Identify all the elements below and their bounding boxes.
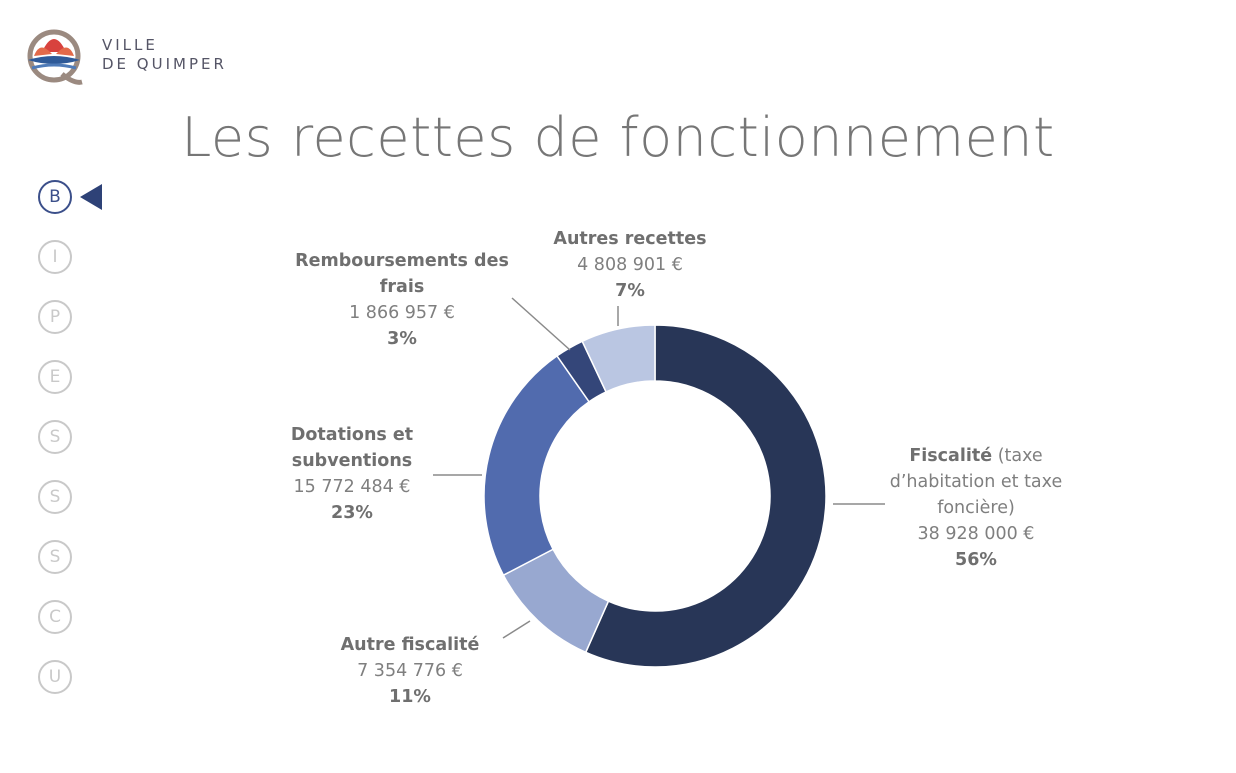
nav-item-s-6[interactable]: S bbox=[38, 480, 72, 514]
active-section-pointer-icon bbox=[80, 184, 102, 210]
nav-item-b-1[interactable]: B bbox=[38, 180, 72, 214]
slice-percent-label: 23% bbox=[331, 503, 373, 523]
donut-slice-5 bbox=[581, 324, 656, 393]
quimper-emblem-icon bbox=[27, 29, 83, 85]
slice-note: (taxe d’habitation et taxe foncière) bbox=[889, 446, 1063, 518]
nav-item-c-8[interactable]: C bbox=[38, 600, 72, 634]
nav-item-e-4[interactable]: E bbox=[38, 360, 72, 394]
slice-name: Autre fiscalité bbox=[340, 635, 480, 655]
donut-slice-3 bbox=[483, 354, 591, 577]
leader-line-2 bbox=[502, 620, 531, 639]
page-title: Les recettes de fonctionnement bbox=[181, 106, 1055, 169]
slice-percent-label: 3% bbox=[387, 329, 417, 349]
nav-item-s-5[interactable]: S bbox=[38, 420, 72, 454]
slice-value-label: 38 928 000 € bbox=[917, 524, 1035, 544]
slice-label-4: Remboursements des frais 1 866 957 € 3% bbox=[292, 248, 512, 352]
slice-label-2: Autre fiscalité 7 354 776 € 11% bbox=[320, 632, 500, 710]
slice-value-label: 15 772 484 € bbox=[293, 477, 411, 497]
donut-slice-1 bbox=[584, 324, 827, 668]
slice-percent-label: 7% bbox=[615, 281, 645, 301]
slice-name: Remboursements des frais bbox=[295, 251, 509, 297]
leader-line-4 bbox=[511, 297, 571, 351]
slice-label-1: Fiscalité (taxe d’habitation et taxe fon… bbox=[876, 443, 1076, 573]
nav-item-p-3[interactable]: P bbox=[38, 300, 72, 334]
slice-value-label: 4 808 901 € bbox=[577, 255, 683, 275]
slice-label-5: Autres recettes 4 808 901 € 7% bbox=[530, 226, 730, 304]
slice-value-label: 1 866 957 € bbox=[349, 303, 455, 323]
city-logo: VILLE DE QUIMPER bbox=[22, 22, 232, 90]
nav-item-s-7[interactable]: S bbox=[38, 540, 72, 574]
slice-name: Fiscalité bbox=[909, 446, 993, 466]
slice-percent-label: 56% bbox=[955, 550, 997, 570]
nav-item-i-2[interactable]: I bbox=[38, 240, 72, 274]
slice-label-3: Dotations et subventions 15 772 484 € 23% bbox=[262, 422, 442, 526]
logo-line-1: VILLE bbox=[102, 36, 158, 54]
slice-value-label: 7 354 776 € bbox=[357, 661, 463, 681]
nav-item-u-9[interactable]: U bbox=[38, 660, 72, 694]
slice-name: Autres recettes bbox=[553, 229, 707, 249]
slice-percent-label: 11% bbox=[389, 687, 431, 707]
logo-line-2: DE QUIMPER bbox=[102, 55, 227, 73]
slice-name: Dotations et subventions bbox=[290, 425, 414, 471]
